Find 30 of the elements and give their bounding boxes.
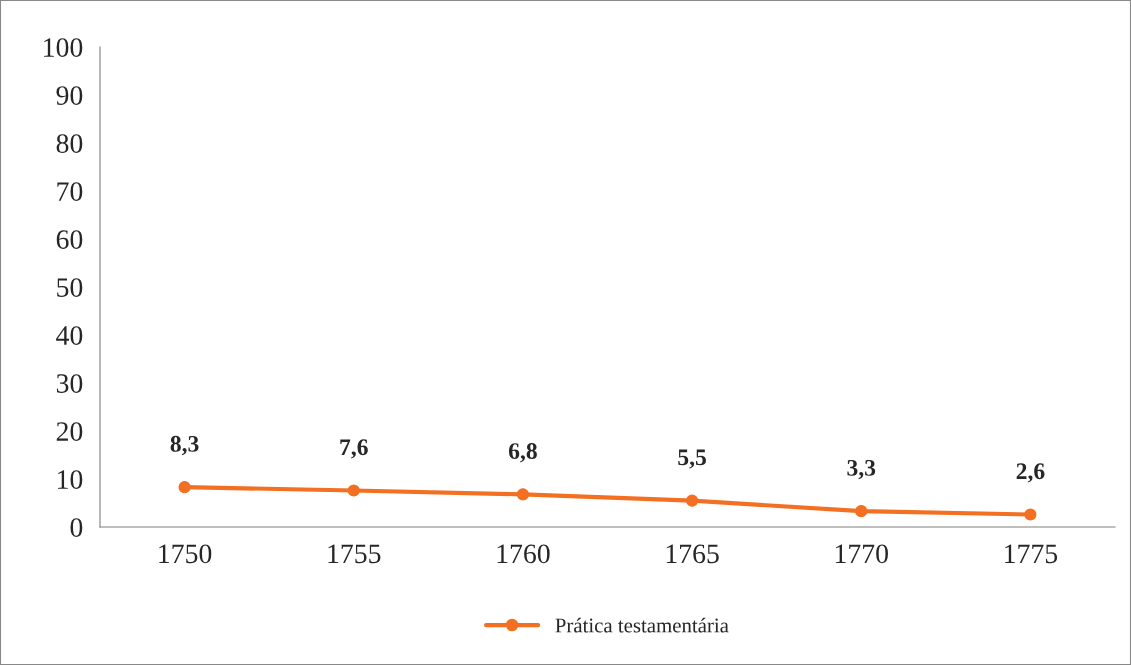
y-tick-label: 90	[56, 86, 83, 105]
data-label: 3,3	[847, 459, 876, 480]
y-tick-label: 80	[56, 134, 83, 153]
y-tick-label: 40	[56, 326, 83, 345]
point	[686, 494, 699, 507]
x-tick-label: 1755	[328, 544, 381, 564]
y-tick-label: 50	[57, 278, 83, 297]
x-tick-label: 1760	[497, 544, 550, 564]
x-tick-label: 1775	[1005, 544, 1058, 564]
y-tick-label: 10	[58, 470, 83, 489]
x-tick-label: 1750	[159, 544, 212, 564]
point	[347, 484, 360, 497]
data-label: 5,5	[678, 449, 706, 469]
y-tick-label: 100	[44, 38, 83, 57]
point	[178, 481, 191, 494]
y-tick-label: 70	[57, 182, 83, 201]
data-label: 7,6	[340, 439, 368, 459]
point	[855, 505, 868, 518]
data-label: 2,6	[1016, 463, 1045, 483]
x-tick-label: 1765	[666, 544, 719, 564]
y-tick-label: 30	[56, 374, 83, 393]
point	[516, 488, 529, 501]
data-label: 8,3	[170, 435, 199, 456]
point	[1024, 508, 1037, 521]
y-tick-label: 60	[56, 230, 83, 249]
y-tick-label: 0	[70, 518, 83, 537]
y-tick-label: 20	[56, 422, 83, 441]
legend-label: Prática testamentária	[555, 617, 729, 633]
x-tick-label: 1770	[835, 544, 888, 564]
data-label: 6,8	[508, 443, 537, 463]
